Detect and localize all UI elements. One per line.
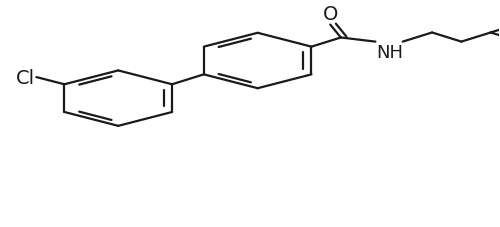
Text: NH: NH — [376, 44, 404, 62]
Text: Cl: Cl — [16, 68, 35, 87]
Text: O: O — [322, 5, 338, 24]
